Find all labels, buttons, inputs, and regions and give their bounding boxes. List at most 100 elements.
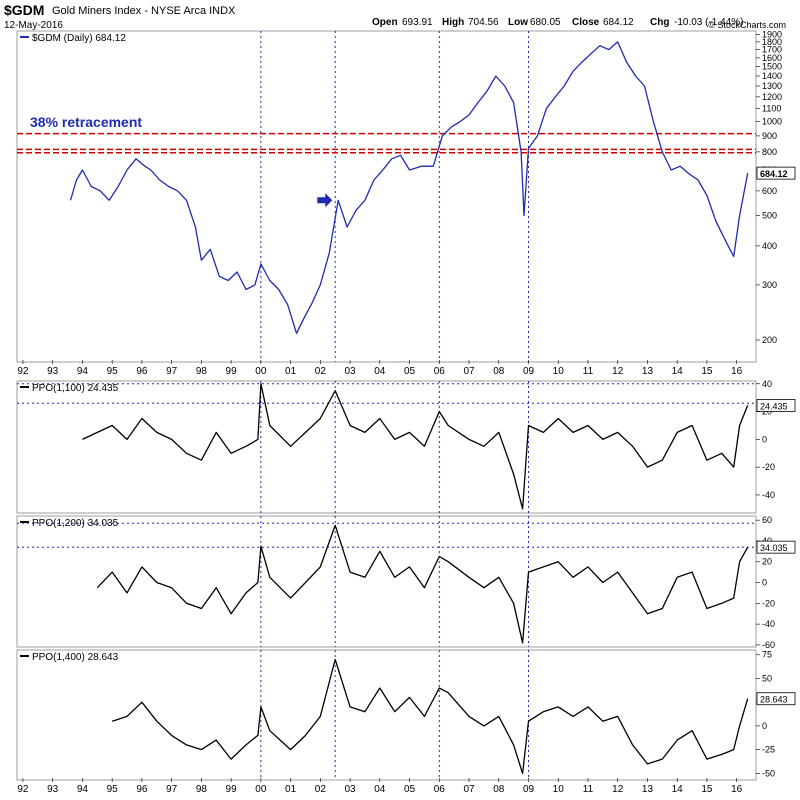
y-tick-label: 400	[762, 241, 777, 251]
series-legend: PPO(1,100) 24.435	[20, 383, 119, 394]
x-tick-label: 12	[612, 366, 624, 377]
x-tick-label: 03	[345, 366, 357, 377]
x-tick-label: 99	[226, 366, 238, 377]
high-value: 704.56	[468, 17, 499, 28]
y-tick-label: 300	[762, 280, 777, 290]
panel-frame	[16, 30, 757, 363]
x-tick-label: 96	[136, 784, 148, 795]
y-tick-label: 500	[762, 211, 777, 221]
close-label: Close	[572, 17, 600, 28]
x-tick-label: 10	[553, 784, 565, 795]
x-tick-label: 01	[285, 366, 297, 377]
close-value: 684.12	[603, 17, 634, 28]
y-tick-label: -60	[762, 640, 775, 650]
x-tick-label: 92	[17, 366, 29, 377]
x-tick-label: 13	[642, 366, 654, 377]
x-tick-label: 05	[404, 784, 416, 795]
last-value-label: 28.643	[760, 695, 788, 705]
x-tick-label: 04	[374, 784, 386, 795]
y-tick-label: 1300	[762, 81, 782, 91]
y-tick-label: 200	[762, 335, 777, 345]
last-value-label: 34.035	[760, 543, 788, 553]
x-tick-label: 96	[136, 366, 148, 377]
arrow-right-icon	[317, 193, 333, 208]
last-value-box	[756, 399, 796, 412]
y-tick-label: 50	[762, 673, 772, 683]
ppo-series-line	[96, 524, 749, 644]
chg-label: Chg	[650, 17, 669, 28]
x-tick-label: 10	[553, 366, 565, 377]
legend-label: PPO(1,100) 24.435	[32, 383, 119, 394]
panel-frame	[16, 649, 757, 781]
chg-value: -10.03 (-1.44%)	[674, 17, 743, 28]
x-tick-label: 11	[583, 366, 594, 377]
x-tick-label: 93	[47, 784, 59, 795]
x-axis-bottom: 92 93 94 95 96 97 98 99 00 01 02 03 04 05 06 07 08 09 10 11…	[17, 778, 743, 795]
x-tick-label: 02	[315, 366, 327, 377]
y-tick-label: 60	[762, 515, 772, 525]
y-tick-label: 1900	[762, 30, 782, 40]
y-tick-label: -25	[762, 745, 775, 755]
x-tick-label: 11	[583, 784, 594, 795]
x-tick-label: 01	[285, 784, 297, 795]
x-tick-label: 06	[434, 366, 446, 377]
y-tick-label: 1400	[762, 71, 782, 81]
x-tick-label: 07	[463, 784, 475, 795]
open-label: Open	[372, 17, 398, 28]
quote-date: 12-May-2016	[4, 20, 63, 31]
x-tick-label: 99	[226, 784, 238, 795]
last-value-box	[756, 540, 796, 554]
x-tick-label: 94	[77, 784, 89, 795]
y-tick-label: 1700	[762, 45, 782, 55]
x-tick-label: 00	[255, 784, 267, 795]
panel-frame	[16, 380, 757, 514]
x-tick-label: 95	[107, 784, 119, 795]
x-tick-label: 08	[493, 784, 505, 795]
x-tick-label: 05	[404, 366, 416, 377]
last-value-box	[756, 692, 796, 706]
x-tick-label: 09	[523, 366, 535, 377]
y-tick-label: -40	[762, 490, 775, 500]
x-tick-label: 95	[107, 366, 119, 377]
panel-1: 2003004005006007008009001000110012001300…	[16, 30, 796, 363]
x-axis-top: 92 93 94 95 96 97 98 99 00 01 02 03 04 05 06 07 08 09 10 11…	[17, 360, 743, 377]
y-tick-label: -40	[762, 619, 775, 629]
y-tick-label: 800	[762, 147, 777, 157]
legend-label: PPO(1,200) 34.035	[32, 518, 119, 529]
panels: 2003004005006007008009001000110012001300…	[16, 30, 796, 781]
x-tick-label: 93	[47, 366, 59, 377]
y-tick-label: 1100	[762, 104, 781, 114]
high-label: High	[442, 17, 464, 28]
series-legend: $GDM (Daily) 684.12	[20, 33, 126, 44]
x-tick-label: 09	[523, 784, 535, 795]
x-tick-label: 16	[731, 784, 743, 795]
y-tick-label: 1500	[762, 62, 782, 72]
price-series-line	[69, 41, 749, 334]
series-legend: PPO(1,200) 34.035	[20, 518, 119, 529]
legend-label: PPO(1,400) 28.643	[32, 652, 119, 663]
x-tick-label: 13	[642, 784, 654, 795]
x-tick-label: 92	[17, 784, 29, 795]
x-tick-label: 14	[672, 784, 684, 795]
y-tick-label: 1200	[762, 92, 782, 102]
x-tick-label: 16	[731, 366, 743, 377]
x-tick-label: 98	[196, 784, 208, 795]
x-tick-label: 14	[672, 366, 684, 377]
last-value-box	[756, 166, 796, 180]
quote-bar: Open 693.91 High 704.56 Low 680.05 Close…	[372, 17, 743, 28]
x-tick-label: 06	[434, 784, 446, 795]
x-tick-label: 03	[345, 784, 357, 795]
last-value-label: 24.435	[760, 401, 788, 411]
panel-frame	[16, 515, 757, 648]
x-tick-label: 12	[612, 784, 624, 795]
y-tick-label: 40	[762, 379, 772, 389]
credit: © StockCharts.com	[708, 20, 786, 30]
y-tick-label: 20	[762, 557, 772, 567]
retracement-annotation: 38% retracement	[30, 114, 142, 130]
y-tick-label: 75	[762, 650, 772, 660]
low-value: 680.05	[530, 17, 561, 28]
